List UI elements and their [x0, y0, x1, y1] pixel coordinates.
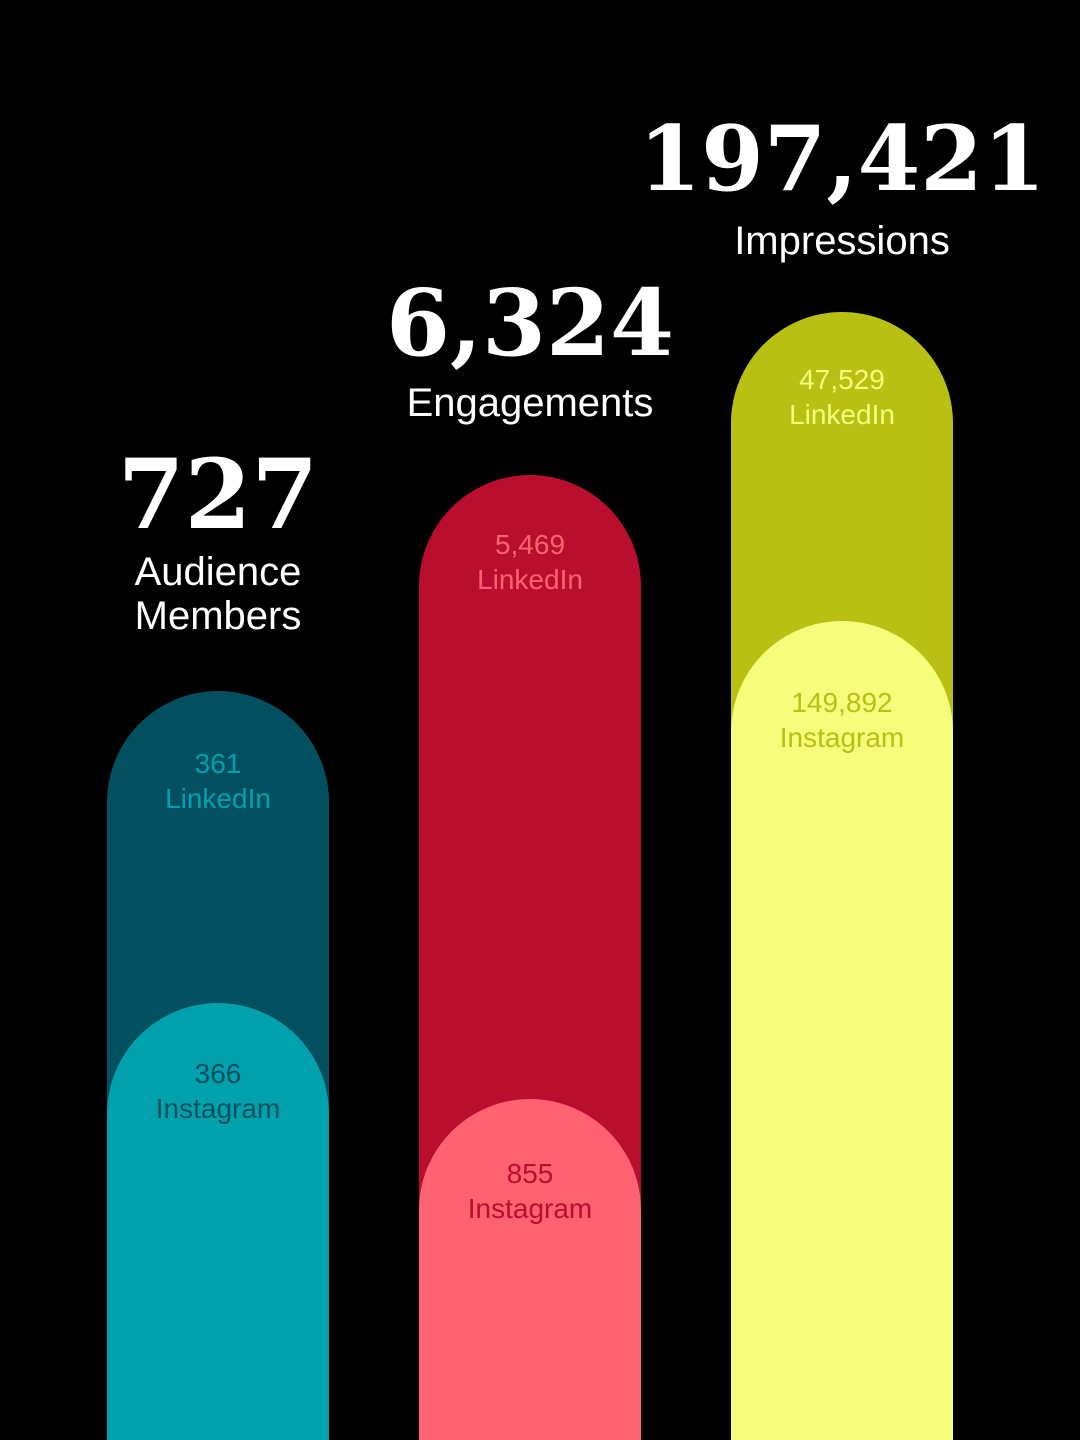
instagram-bar	[731, 621, 953, 1440]
metric-label: Engagements	[406, 381, 654, 425]
metric-label: Impressions	[734, 219, 950, 263]
linkedin-series-label: LinkedIn	[165, 783, 271, 814]
linkedin-value-label: 47,529	[799, 364, 885, 395]
linkedin-series-label: LinkedIn	[477, 564, 583, 595]
total-value: 197,421	[638, 106, 1046, 212]
total-value: 727	[117, 438, 319, 551]
bar-column: 197,421 Impressions 47,529 LinkedIn 149,892 I…	[638, 0, 1046, 1440]
linkedin-value-label: 5,469	[494, 529, 566, 560]
instagram-bar	[107, 1003, 329, 1440]
instagram-series-label: Instagram	[155, 1093, 281, 1124]
linkedin-value-label: 361	[194, 748, 242, 779]
bar-column: 727 Audience Members 361 LinkedIn 366 Instagra…	[107, 0, 329, 1440]
instagram-bar	[419, 1099, 641, 1440]
bar-column: 6,324 Engagements 5,469 LinkedIn 855 Instagra…	[386, 0, 674, 1440]
instagram-value-label: 149,892	[791, 687, 893, 718]
metric-label: Audience	[134, 550, 302, 594]
total-value: 6,324	[385, 269, 675, 377]
instagram-series-label: Instagram	[779, 722, 905, 753]
instagram-value-label: 855	[506, 1158, 554, 1189]
instagram-value-label: 366	[194, 1058, 242, 1089]
metric-label: Members	[134, 594, 302, 638]
linkedin-series-label: LinkedIn	[789, 399, 895, 430]
instagram-series-label: Instagram	[467, 1193, 593, 1224]
